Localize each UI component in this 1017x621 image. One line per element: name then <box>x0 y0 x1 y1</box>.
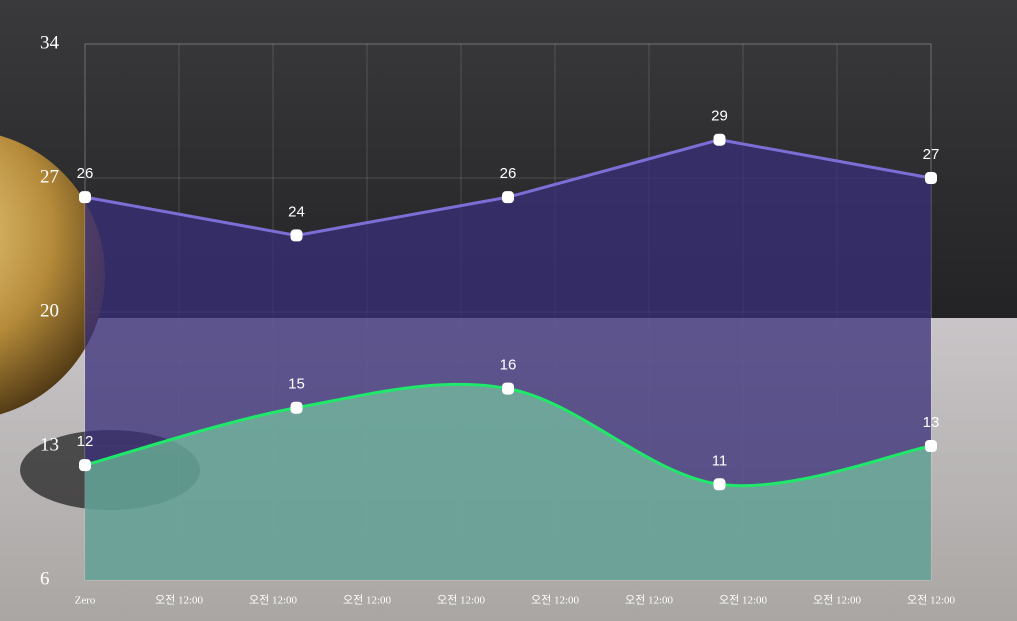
x-tick-label: 오전 12:00 <box>719 594 768 607</box>
data-point <box>79 459 91 472</box>
data-label: 12 <box>77 433 94 450</box>
area <box>85 384 931 580</box>
x-tick-label: 오전 12:00 <box>437 594 486 607</box>
y-tick-label: 34 <box>40 32 60 53</box>
data-point <box>502 191 514 204</box>
y-tick-label: 6 <box>40 568 50 589</box>
y-tick-label: 27 <box>40 166 59 187</box>
x-tick-label: 오전 12:00 <box>625 594 674 607</box>
data-label: 13 <box>923 414 940 431</box>
gold-ball <box>0 135 105 415</box>
data-point <box>713 478 726 491</box>
data-label: 26 <box>500 165 517 182</box>
data-point <box>290 401 303 414</box>
x-tick-label: 오전 12:00 <box>531 594 580 607</box>
x-tick-label: 오전 12:00 <box>155 594 204 607</box>
data-point <box>290 229 303 242</box>
data-point <box>79 191 91 204</box>
data-label: 27 <box>923 146 940 163</box>
x-tick-label: 오전 12:00 <box>813 594 862 607</box>
x-tick-label: Zero <box>75 595 96 607</box>
data-label: 29 <box>711 108 728 125</box>
chart: 6 13 20 27 34 Zero 오전 12:00 오전 12:00 오전 12:00 오전 … <box>40 32 956 606</box>
data-point <box>925 440 937 452</box>
data-label: 15 <box>288 376 305 393</box>
y-tick-label: 20 <box>40 300 59 321</box>
data-point <box>925 172 937 184</box>
x-tick-label: 오전 12:00 <box>343 594 392 607</box>
data-label: 26 <box>77 165 94 182</box>
data-label: 24 <box>288 203 305 220</box>
data-label: 16 <box>500 357 517 374</box>
data-point <box>502 382 514 395</box>
x-tick-label: 오전 12:00 <box>907 594 956 607</box>
x-tick-label: 오전 12:00 <box>249 594 298 607</box>
y-tick-label: 13 <box>40 434 59 455</box>
data-point <box>713 133 726 146</box>
data-label: 11 <box>712 452 728 469</box>
